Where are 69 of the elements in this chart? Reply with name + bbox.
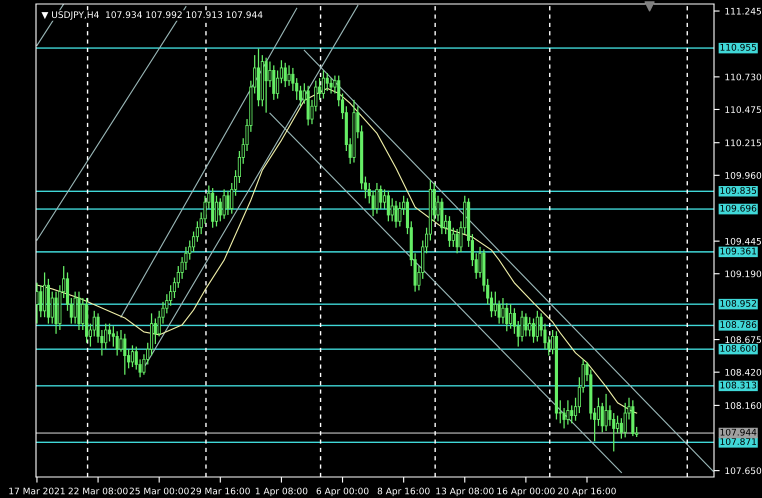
candlestick (509, 304, 512, 330)
x-tick-label: 8 Apr 16:00 (378, 488, 430, 496)
y-tick-label: 111.245 (725, 8, 761, 15)
y-tick-label: 110.215 (725, 139, 761, 146)
ref-line-label: 109.361 (720, 248, 756, 254)
ref-line-label: 108.313 (720, 382, 756, 388)
x-tick-label: 6 Apr 00:00 (316, 488, 368, 496)
candlestick (214, 195, 218, 228)
candlestick (287, 64, 291, 86)
text: ▼ USDJPY,H4 107.934 107.992 107.913 107.944 (41, 11, 263, 20)
candlestick (96, 312, 100, 344)
ref-line-label: 108.600 (720, 344, 756, 352)
ref-line-label: 108.786 (720, 321, 756, 328)
x-tick-label: 13 Apr 08:00 (436, 488, 494, 496)
y-tick-label: 110.475 (725, 106, 761, 114)
candlestick (604, 393, 608, 432)
candlestick (284, 62, 287, 88)
ref-line-label: 108.952 (720, 300, 756, 307)
candlestick (218, 198, 222, 222)
candlestick (494, 291, 497, 317)
candlestick (226, 190, 230, 216)
y-tick-label: 108.160 (725, 402, 762, 409)
candlestick (272, 64, 276, 101)
candlestick (326, 72, 329, 92)
candlestick (448, 216, 452, 248)
candlestick (570, 404, 574, 424)
candlestick (108, 322, 112, 342)
candlestick (276, 70, 280, 100)
ref-line-label: 110.955 (720, 44, 756, 51)
candlestick (390, 198, 394, 222)
candlestick (616, 415, 620, 434)
x-tick-label: 17 Mar 2021 (9, 488, 65, 494)
candlestick (74, 291, 77, 324)
y-tick-label: 109.190 (725, 270, 762, 278)
candlestick (130, 344, 134, 368)
y-tick-label: 109.960 (725, 172, 762, 179)
candlestick (375, 182, 378, 214)
candlestick (264, 57, 268, 114)
candlestick (379, 184, 382, 210)
candlestick (536, 310, 539, 342)
y-tick-label: 109.445 (725, 238, 761, 245)
x-tick-label: 16 Apr 00:00 (497, 488, 555, 496)
candlestick (386, 190, 390, 222)
candlestick (532, 318, 536, 344)
candlestick (501, 297, 505, 324)
candlestick (566, 400, 570, 426)
candlestick (322, 70, 325, 100)
x-tick-label: 22 Mar 08:00 (68, 488, 128, 494)
ref-line-label: 109.696 (720, 204, 756, 212)
y-tick-label: 110.730 (725, 74, 762, 80)
candlestick (520, 310, 524, 342)
x-tick-label: 29 Mar 16:00 (190, 488, 250, 494)
x-tick-label: 20 Apr 16:00 (558, 488, 616, 496)
ref-line-label: 109.835 (720, 187, 756, 194)
candlestick (456, 228, 459, 254)
y-tick-label: 108.420 (725, 368, 762, 376)
candlestick (524, 312, 528, 338)
x-tick-label: 1 Apr 08:00 (256, 488, 308, 496)
candlestick (119, 329, 123, 352)
x-tick-label: 25 Mar 00:00 (130, 488, 189, 494)
candlestick (36, 282, 39, 324)
candlestick (528, 316, 532, 338)
y-tick-label: 108.675 (725, 336, 761, 344)
y-tick-label: 107.650 (725, 467, 762, 474)
ref-line-label: 107.944 (720, 428, 756, 436)
candlestick (123, 333, 126, 376)
ref-line-label: 107.871 (720, 438, 756, 445)
candlestick (222, 188, 226, 220)
candlestick (394, 200, 398, 228)
